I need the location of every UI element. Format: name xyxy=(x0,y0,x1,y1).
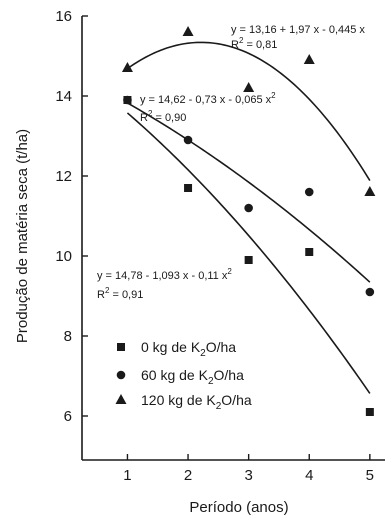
equation-text: y = 14,62 - 0,73 x - 0,065 x xyxy=(140,94,272,106)
data-point-circle xyxy=(183,135,193,145)
r-squared-symbol: R xyxy=(140,112,148,124)
y-tick-label: 6 xyxy=(64,408,72,425)
data-point-circle xyxy=(304,187,314,197)
r-squared-value: = 0,91 xyxy=(109,289,143,301)
y-tick-label: 10 xyxy=(55,248,72,265)
r-squared-label: R2 = 0,81 xyxy=(231,36,277,51)
y-tick-label: 12 xyxy=(55,168,72,185)
legend-marker-square xyxy=(117,343,125,351)
x-tick-label: 4 xyxy=(305,467,313,484)
equation-label: y = 13,16 + 1,97 x - 0,445 x xyxy=(231,24,365,36)
fit-curve-triangle xyxy=(126,41,371,182)
legend-marker-circle xyxy=(116,370,126,380)
legend-label-part: 0 kg de K xyxy=(141,339,201,355)
y-tick-label: 8 xyxy=(64,328,72,345)
equation-text: y = 13,16 + 1,97 x - 0,445 x xyxy=(231,24,365,36)
fit-curve-square xyxy=(126,112,371,394)
legend-label-part: 60 kg de K xyxy=(141,367,209,383)
x-tick-label: 2 xyxy=(184,467,192,484)
legend-label: 60 kg de K2O/ha xyxy=(141,367,244,387)
legend-label-part: 120 kg de K xyxy=(141,392,216,408)
data-point-square xyxy=(184,184,193,192)
legend-label-subscript: 2 xyxy=(200,348,206,359)
equation-exponent: 2 xyxy=(271,91,276,100)
x-tick-label: 1 xyxy=(123,467,131,484)
equation-label: y = 14,78 - 1,093 x - 0,11 x2 xyxy=(97,267,232,282)
legend-label-part: O/ha xyxy=(206,339,237,355)
y-tick-label: 16 xyxy=(55,8,72,25)
r-squared-value: = 0,90 xyxy=(152,112,186,124)
data-point-square xyxy=(365,408,374,416)
data-points xyxy=(121,26,376,416)
data-point-triangle xyxy=(243,82,255,92)
y-axis-title: Produção de matéria seca (t/ha) xyxy=(14,129,31,343)
r-squared-label: R2 = 0,91 xyxy=(97,286,143,301)
data-point-triangle xyxy=(182,26,194,36)
x-tick-label: 5 xyxy=(366,467,374,484)
legend-label: 0 kg de K2O/ha xyxy=(141,339,236,359)
y-tick-label: 14 xyxy=(55,88,72,105)
data-point-circle xyxy=(123,95,132,105)
data-point-triangle xyxy=(303,54,315,64)
data-point-circle xyxy=(244,203,253,213)
axes xyxy=(81,16,385,461)
fit-curve-circle xyxy=(127,102,371,283)
r-squared-exponent: 2 xyxy=(105,286,110,295)
legend-label-part: O/ha xyxy=(221,392,252,408)
legend-label-subscript: 2 xyxy=(208,376,214,387)
r-squared-label: R2 = 0,90 xyxy=(140,109,186,124)
fit-curves xyxy=(126,41,371,394)
legend-label-subscript: 2 xyxy=(216,401,222,412)
equation-label: y = 14,62 - 0,73 x - 0,065 x2 xyxy=(140,91,276,106)
r-squared-exponent: 2 xyxy=(148,109,153,118)
r-squared-exponent: 2 xyxy=(239,36,244,45)
r-squared-symbol: R xyxy=(97,289,105,301)
r-squared-value: = 0,81 xyxy=(243,39,277,51)
data-point-circle xyxy=(365,287,375,297)
legend-label-part: O/ha xyxy=(214,367,245,383)
legend-label: 120 kg de K2O/ha xyxy=(141,392,252,412)
data-point-square xyxy=(244,256,253,264)
r-squared-symbol: R xyxy=(231,39,239,51)
data-point-triangle xyxy=(364,186,376,196)
data-point-square xyxy=(305,248,314,256)
x-tick-label: 3 xyxy=(244,467,252,484)
legend-marker-triangle xyxy=(115,394,127,404)
equation-exponent: 2 xyxy=(227,267,232,276)
data-point-triangle xyxy=(121,62,133,72)
x-axis-title: Período (anos) xyxy=(189,499,288,516)
equation-text: y = 14,78 - 1,093 x - 0,11 x xyxy=(97,270,228,282)
